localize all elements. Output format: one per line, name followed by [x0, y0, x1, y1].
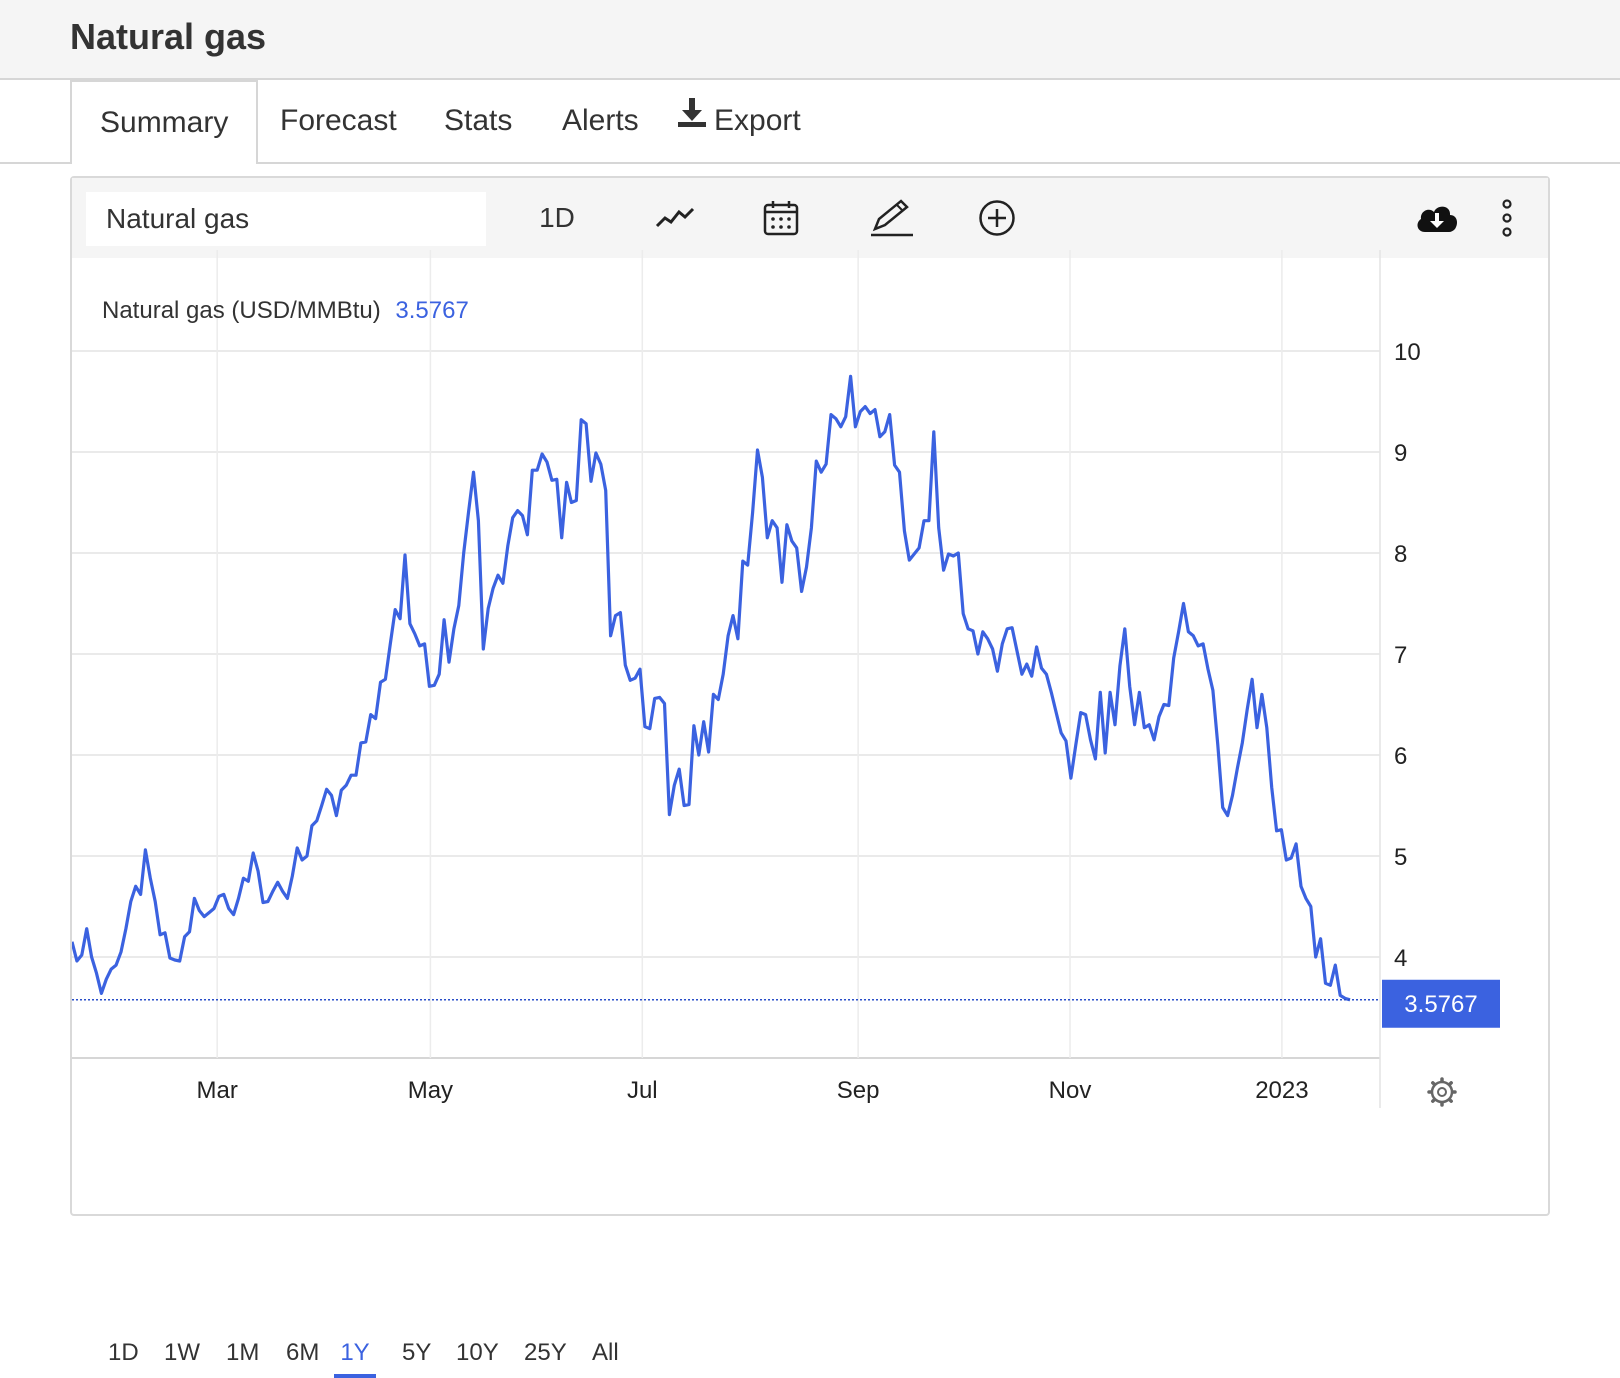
range-10y[interactable]: 10Y — [456, 1339, 499, 1366]
y-tick-label: 10 — [1394, 339, 1421, 366]
export-label: Export — [714, 104, 801, 137]
y-tick-label: 8 — [1394, 541, 1407, 568]
tab-forecast[interactable]: Forecast — [280, 104, 397, 137]
tab-export[interactable]: Export — [678, 80, 801, 162]
chart-legend: Natural gas (USD/MMBtu) 3.5767 — [102, 297, 469, 324]
chart-toolbar: Natural gas 1D — [72, 178, 1548, 258]
range-1d[interactable]: 1D — [108, 1339, 139, 1366]
page-title: Natural gas — [70, 16, 267, 57]
download-icon — [678, 78, 706, 160]
calendar-icon[interactable] — [746, 178, 816, 258]
pencil-icon[interactable] — [852, 178, 932, 258]
interval-button[interactable]: 1D — [539, 202, 575, 233]
y-tick-label: 4 — [1394, 945, 1407, 972]
range-1y[interactable]: 1Y — [334, 1328, 376, 1378]
series-line — [72, 374, 1351, 1002]
cloud-download-icon[interactable] — [1402, 178, 1472, 258]
y-tick-label: 7 — [1394, 642, 1407, 669]
x-tick-label: Sep — [837, 1077, 880, 1104]
range-5y[interactable]: 5Y — [402, 1339, 432, 1366]
x-tick-label: May — [408, 1077, 453, 1104]
chart-legend-value: 3.5767 — [395, 297, 468, 324]
y-tick-label: 9 — [1394, 440, 1407, 467]
range-1m[interactable]: 1M — [226, 1339, 260, 1366]
range-1w[interactable]: 1W — [164, 1339, 200, 1366]
x-tick-label: Jul — [627, 1077, 658, 1104]
chart-settings-icon[interactable] — [1427, 1077, 1457, 1107]
last-value-marker: 3.5767 — [72, 979, 1500, 1028]
tab-summary[interactable]: Summary — [70, 80, 259, 164]
x-tick-label: Mar — [197, 1077, 238, 1104]
y-tick-label: 5 — [1394, 844, 1407, 871]
x-axis: Mar May Jul Sep Nov 2023 — [197, 1077, 1309, 1104]
add-compare-icon[interactable] — [962, 178, 1032, 258]
x-tick-label: Nov — [1049, 1077, 1092, 1104]
range-25y[interactable]: 25Y — [524, 1339, 567, 1366]
x-tick-label: 2023 — [1255, 1077, 1308, 1104]
symbol-input[interactable]: Natural gas — [86, 192, 486, 246]
range-all[interactable]: All — [592, 1339, 619, 1366]
tab-stats[interactable]: Stats — [444, 104, 513, 137]
last-value-label: 3.5767 — [1404, 991, 1477, 1018]
range-6m[interactable]: 6M — [286, 1339, 320, 1366]
more-vertical-icon[interactable] — [1482, 178, 1532, 258]
page-header: Natural gas — [0, 0, 1620, 80]
y-axis: 4 5 6 7 8 9 10 — [1394, 339, 1421, 972]
chart-panel: Natural gas 1D — [70, 176, 1550, 1378]
price-chart[interactable]: Natural gas (USD/MMBtu) 3.5767 45678910 … — [72, 178, 1548, 1214]
series-layer — [72, 374, 1351, 1002]
last-value-badge — [1382, 979, 1500, 1028]
tab-bar: Summary Forecast Stats Alerts Export — [0, 80, 1620, 164]
y-tick-label: 6 — [1394, 743, 1407, 770]
chart-legend-label: Natural gas (USD/MMBtu) — [102, 297, 381, 324]
chart-grid — [72, 250, 1381, 1108]
tab-alerts[interactable]: Alerts — [562, 104, 639, 137]
chart-type-icon[interactable] — [640, 178, 710, 258]
